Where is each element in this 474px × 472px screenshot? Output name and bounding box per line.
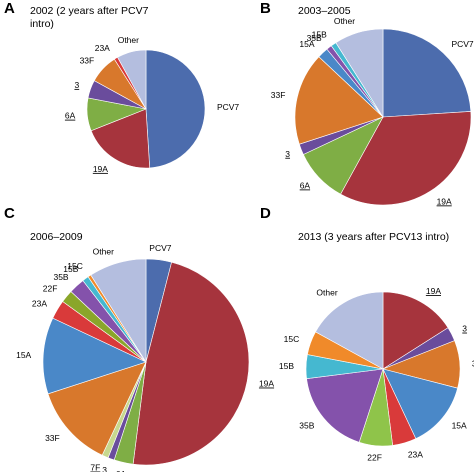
slice-label: 6A <box>116 469 127 472</box>
slice-label: 15B <box>312 29 327 39</box>
slice-label: 6A <box>65 111 76 121</box>
slice-label: PCV7 <box>217 102 239 112</box>
panel-c: C 2006–2009 PCV7 19A 6A 37F 33F 15A 23A 22F 35B1… <box>4 205 274 472</box>
slice-label: 15A <box>16 350 31 360</box>
slice-label: 19A <box>93 164 108 174</box>
slice-label: 22F <box>43 284 58 294</box>
panel-title-line-1: 2003–2005 <box>298 5 351 17</box>
slice-label: 15C <box>67 261 83 271</box>
slice-label: 15C <box>284 334 300 344</box>
slice-label: 15A <box>452 421 467 431</box>
panel-title-line-2: intro) <box>30 18 54 30</box>
pie-slice-35b <box>306 368 384 443</box>
pie-chart: 19A 3 33F 15A 23A 22F 35B 15B 15C Other <box>279 286 474 463</box>
slice-label: 3 <box>74 80 79 90</box>
slice-label: PCV7 <box>149 243 171 253</box>
slice-label: 15B <box>279 361 294 371</box>
slice-label: 23A <box>408 449 423 459</box>
slice-label: 33F <box>271 90 286 100</box>
slice-label: Other <box>118 35 139 45</box>
pie-slice-pcv7 <box>382 28 472 118</box>
slice-label: 7F <box>90 463 100 472</box>
panel-letter: D <box>260 205 271 222</box>
slice-label: 15A <box>299 39 314 49</box>
panel-d: D 2013 (3 years after PCV13 intro) 19A33… <box>260 205 474 463</box>
slice-label: 22F <box>367 453 382 463</box>
panel-letter: A <box>4 0 15 17</box>
slice-label: PCV7 <box>451 39 473 49</box>
slice-label: Other <box>316 287 337 297</box>
slice-label: 3 <box>102 465 107 472</box>
slice-label: 23A <box>95 43 110 53</box>
slice-label: 33F <box>472 358 474 368</box>
slice-label: 33F <box>80 55 95 65</box>
pie-slice-pcv7 <box>145 49 206 169</box>
slice-label: 23A <box>32 298 47 308</box>
pie-slice-33f <box>47 361 147 456</box>
slice-label: 15B <box>63 264 78 274</box>
slice-label: 19A <box>259 379 274 389</box>
panel-title-line-1: 2006–2009 <box>30 231 83 243</box>
panel-letter: B <box>260 0 271 17</box>
pie-slice-other <box>90 258 147 364</box>
slice-label: Other <box>334 16 355 26</box>
pie-slice-19a <box>90 108 151 169</box>
slice-label: 19A <box>426 286 441 296</box>
pie-slice-19a <box>132 261 250 466</box>
slice-label: 35B <box>299 421 314 431</box>
pie-slice-15a <box>42 317 147 395</box>
panel-title-line-1: 2002 (2 years after PCV7 <box>30 5 149 17</box>
pie-slice-19a <box>382 291 449 370</box>
slice-label: 19A <box>437 196 452 206</box>
slice-label: 3 <box>462 324 467 334</box>
pie-slice-other <box>335 28 384 119</box>
slice-label: 6A <box>300 180 311 190</box>
pie-slice-other <box>315 291 384 370</box>
panel-letter: C <box>4 205 15 222</box>
panel-title-line-1: 2013 (3 years after PCV13 intro) <box>298 231 449 243</box>
slice-label: 35B <box>53 272 68 282</box>
pie-slice-other <box>117 49 147 110</box>
slice-label: 3 <box>285 149 290 159</box>
slice-label: 33F <box>45 433 60 443</box>
pie-slice-15a <box>382 368 458 440</box>
slice-label: Other <box>93 247 114 257</box>
pie-slice-33f <box>294 56 384 145</box>
slice-label: 35B <box>307 33 322 43</box>
panel-a: A 2002 (2 years after PCV7 intro) PCV7 19… <box>4 0 239 174</box>
